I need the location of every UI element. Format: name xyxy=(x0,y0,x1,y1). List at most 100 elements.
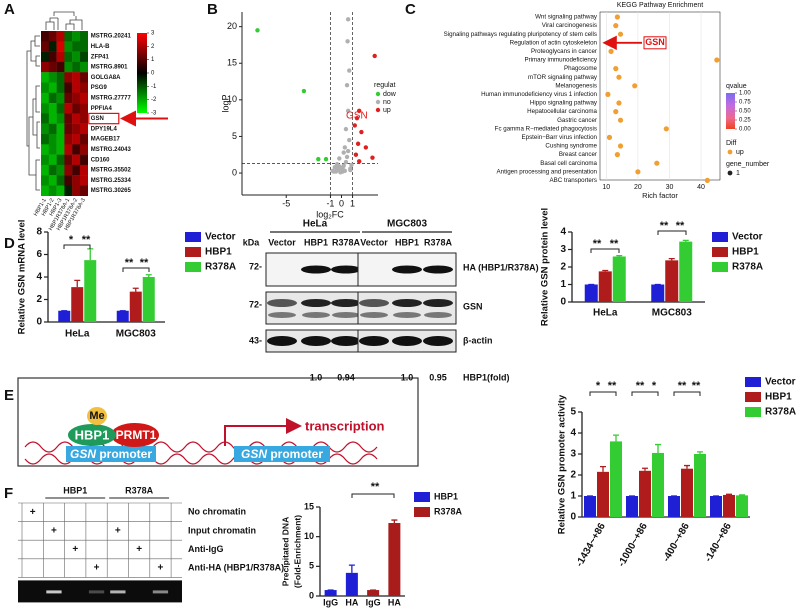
legend-label: R378A xyxy=(205,262,236,273)
colorbar-label: -3 xyxy=(151,111,157,117)
row-label: MSTRG.27777 xyxy=(91,96,132,102)
legend-title: Diff xyxy=(726,140,736,147)
promoter-label: GSN promoter xyxy=(241,447,323,461)
heatmap-cell xyxy=(72,144,81,155)
y-tick-label: 2 xyxy=(560,262,566,273)
error-bar xyxy=(602,269,609,272)
cell-line: HeLa xyxy=(303,219,328,230)
heatmap-cell xyxy=(64,51,73,63)
fold-label: HBP1(fold) xyxy=(463,372,510,382)
row-label: PPFIA4 xyxy=(91,106,113,112)
heatmap-cell xyxy=(41,72,49,83)
blot-band xyxy=(301,265,331,274)
lane-label: R378A xyxy=(332,237,361,247)
y-tick-label: 1 xyxy=(570,491,576,502)
point xyxy=(348,167,353,173)
bar xyxy=(84,260,97,322)
heatmap-cell xyxy=(56,41,65,52)
gel-band xyxy=(88,590,105,594)
error-bar xyxy=(391,519,398,524)
colorbar-label: 0.00 xyxy=(739,127,751,133)
blot-band xyxy=(302,312,330,318)
kda-marker: 72- xyxy=(249,261,262,271)
dot xyxy=(606,134,613,140)
plus-mark: + xyxy=(94,563,100,574)
annotation-box xyxy=(643,36,667,50)
heatmap-cell xyxy=(72,154,81,166)
colorbar-label: -2 xyxy=(151,97,157,103)
point xyxy=(359,129,364,135)
heatmap-cell xyxy=(48,82,57,93)
colorbar-label: 0.75 xyxy=(739,100,751,106)
category-label: Regulation of actin cytoskeleton xyxy=(510,39,598,46)
heatmap-cell xyxy=(41,113,49,124)
x-tick-label: HeLa xyxy=(65,329,90,340)
y-tick-label: 20 xyxy=(227,21,237,31)
heatmap-cell xyxy=(72,123,81,135)
bar xyxy=(345,572,358,596)
dot xyxy=(617,117,624,123)
significance: ** xyxy=(692,380,701,392)
heatmap-cell xyxy=(48,134,57,145)
legend-marker xyxy=(375,91,381,97)
significance: ** xyxy=(660,220,669,232)
heatmap-cell xyxy=(41,31,49,42)
point xyxy=(354,115,360,121)
blot-band xyxy=(331,265,361,274)
legend-marker xyxy=(727,149,733,155)
row-label: No chromatin xyxy=(188,507,246,517)
heatmap-cell xyxy=(80,175,88,186)
y-tick-label: 1 xyxy=(560,279,566,290)
fold-value: 0.95 xyxy=(429,372,447,382)
cell-line: MGC803 xyxy=(387,219,427,230)
axis-title: log₂FC xyxy=(316,209,344,219)
heatmap-cell xyxy=(56,185,65,196)
significance: ** xyxy=(82,234,91,246)
legend-label: HBP1 xyxy=(205,247,232,258)
bar xyxy=(142,277,155,322)
heatmap-cell xyxy=(56,154,65,166)
blot-band xyxy=(423,265,453,274)
heatmap-cell xyxy=(41,92,49,104)
legend-swatch xyxy=(712,232,728,242)
row-label: Anti-HA (HBP1/R378A) xyxy=(188,562,284,572)
colorbar-label: 0.50 xyxy=(739,109,751,115)
heatmap-cell xyxy=(41,41,49,52)
axis-title: Rich factor xyxy=(642,191,678,200)
methyl-label: Me xyxy=(89,410,104,422)
heatmap-cell xyxy=(72,92,81,104)
heatmap-cell xyxy=(48,154,57,166)
blot-band xyxy=(424,312,452,318)
category-label: Phagosome xyxy=(564,65,598,72)
x-tick-label: MGC803 xyxy=(116,329,156,340)
bar xyxy=(710,496,722,517)
point xyxy=(341,150,346,155)
bar xyxy=(58,310,71,322)
bar xyxy=(612,256,626,302)
heatmap-cell xyxy=(41,144,49,155)
legend-label: no xyxy=(383,99,391,106)
lane-label: HBP1 xyxy=(304,237,328,247)
error-bar xyxy=(74,279,81,288)
point xyxy=(342,145,348,150)
heatmap-cell xyxy=(64,123,73,135)
bar xyxy=(668,496,680,517)
methyl-shape xyxy=(87,407,107,425)
heatmap-cell xyxy=(64,164,73,176)
dot xyxy=(614,152,620,158)
bar xyxy=(597,471,609,517)
point xyxy=(370,155,375,160)
legend-swatch xyxy=(712,262,728,272)
significance: ** xyxy=(125,257,134,269)
x-tick-label: HA xyxy=(388,597,401,607)
blot-band xyxy=(423,299,453,307)
row-label: MSTRG.20241 xyxy=(91,34,132,40)
point xyxy=(343,126,349,132)
point xyxy=(372,53,377,59)
heatmap-cell xyxy=(72,31,81,42)
annotation: GSN xyxy=(645,37,665,47)
bar xyxy=(639,470,651,517)
y-tick-label: 8 xyxy=(36,227,42,238)
x-tick-label: 30 xyxy=(666,184,674,191)
y-tick-label: 10 xyxy=(304,531,314,541)
